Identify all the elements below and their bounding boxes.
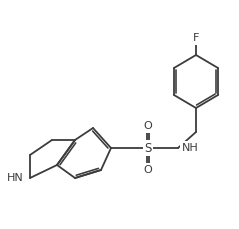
Text: S: S	[144, 142, 152, 155]
Text: F: F	[193, 33, 199, 43]
Text: O: O	[144, 165, 152, 175]
Text: NH: NH	[182, 143, 198, 153]
Text: O: O	[144, 121, 152, 131]
Text: HN: HN	[7, 173, 23, 183]
